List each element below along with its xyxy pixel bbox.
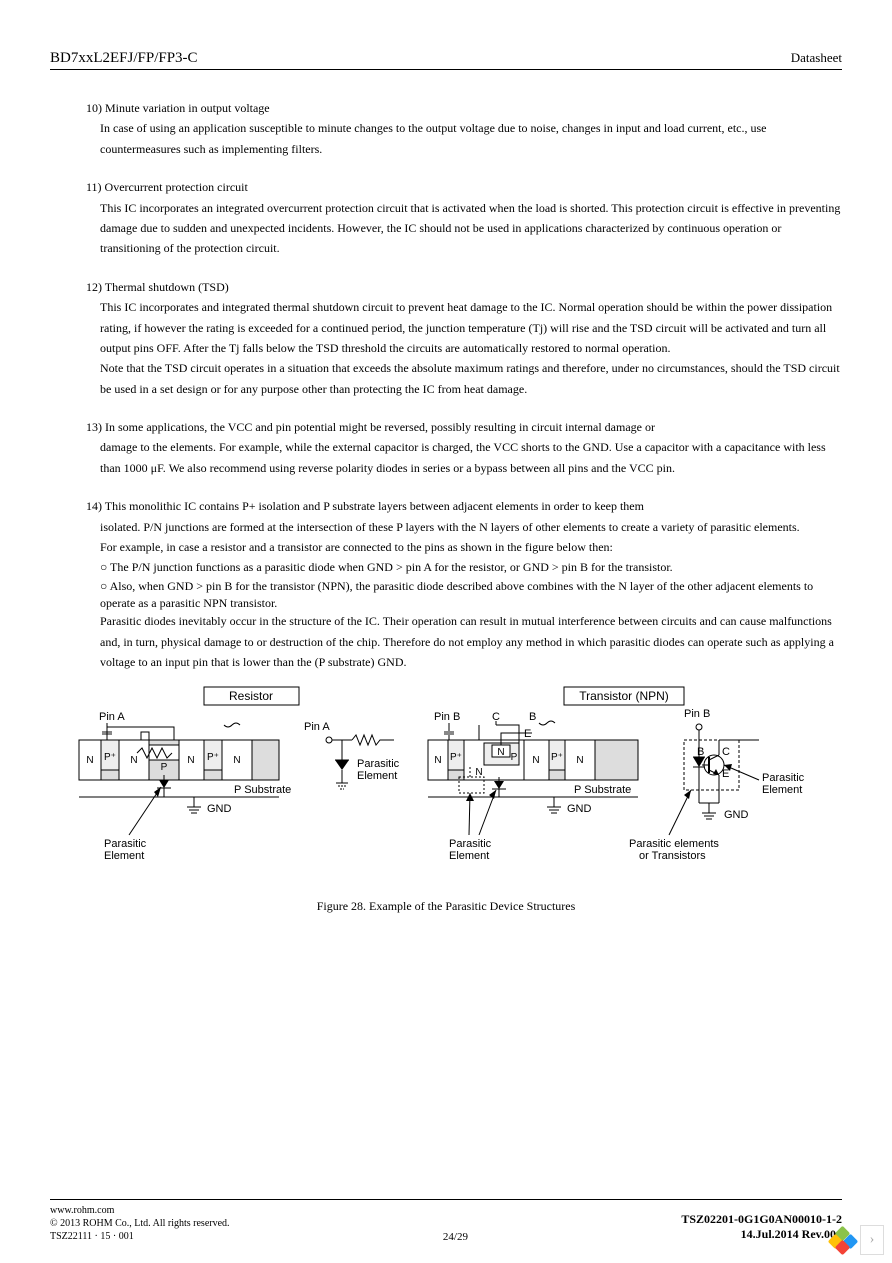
section-body: damage to the elements. For example, whi… xyxy=(100,437,842,478)
svg-text:Pin B: Pin B xyxy=(684,708,710,720)
section-body: In case of using an application suscepti… xyxy=(100,118,842,159)
svg-text:P⁺: P⁺ xyxy=(450,752,462,763)
svg-text:P⁺: P⁺ xyxy=(207,752,219,763)
transistor-diagram: Transistor (NPN) Pin B C B E N P⁺ N P N … xyxy=(424,685,824,885)
svg-text:N: N xyxy=(434,755,441,766)
page-header: BD7xxL2EFJ/FP/FP3-C Datasheet xyxy=(50,50,842,70)
svg-text:N: N xyxy=(532,755,539,766)
svg-text:N: N xyxy=(233,755,240,766)
footer-docnum: TSZ02201-0G1G0AN00010-1-2 xyxy=(681,1212,842,1228)
svg-text:Parasitic: Parasitic xyxy=(104,838,147,850)
svg-text:or Transistors: or Transistors xyxy=(639,850,706,862)
section-body-5: Parasitic diodes inevitably occur in the… xyxy=(100,611,842,672)
svg-text:Pin B: Pin B xyxy=(434,711,460,723)
svg-text:N: N xyxy=(576,755,583,766)
svg-text:P Substrate: P Substrate xyxy=(574,784,631,796)
svg-text:Parasitic: Parasitic xyxy=(449,838,492,850)
svg-text:E: E xyxy=(524,728,531,740)
section-14: 14) This monolithic IC contains P+ isola… xyxy=(86,496,842,672)
section-10: 10) Minute variation in output voltage I… xyxy=(86,98,842,159)
section-11: 11) Overcurrent protection circuit This … xyxy=(86,177,842,259)
resistor-label: Resistor xyxy=(228,689,272,703)
svg-text:B: B xyxy=(697,746,704,758)
nav-arrows: › xyxy=(830,1225,884,1255)
svg-text:Element: Element xyxy=(104,850,144,862)
svg-text:B: B xyxy=(529,711,536,723)
section-title: 12) Thermal shutdown (TSD) xyxy=(86,277,842,297)
section-title: 10) Minute variation in output voltage xyxy=(86,98,842,118)
section-body-2: Note that the TSD circuit operates in a … xyxy=(100,358,842,399)
viewer-logo-icon xyxy=(830,1227,856,1253)
page-footer: www.rohm.com © 2013 ROHM Co., Ltd. All r… xyxy=(50,1199,842,1243)
svg-text:N: N xyxy=(187,755,194,766)
doc-type: Datasheet xyxy=(791,50,842,66)
footer-right: TSZ02201-0G1G0AN00010-1-2 14.Jul.2014 Re… xyxy=(681,1212,842,1243)
svg-text:N: N xyxy=(130,755,137,766)
svg-text:Pin A: Pin A xyxy=(99,711,125,723)
resistor-diagram: Resistor Pin A N P⁺ N P N P⁺ N P Substra… xyxy=(69,685,404,885)
svg-text:N: N xyxy=(475,767,482,778)
svg-text:Parasitic: Parasitic xyxy=(762,772,805,784)
footer-date: 14.Jul.2014 Rev.006 xyxy=(681,1227,842,1243)
section-body: This IC incorporates an integrated overc… xyxy=(100,198,842,259)
svg-text:P⁺: P⁺ xyxy=(551,752,563,763)
section-body-3: ○ The P/N junction functions as a parasi… xyxy=(100,557,842,577)
svg-text:P: P xyxy=(160,762,167,773)
section-body: This IC incorporates and integrated ther… xyxy=(100,297,842,358)
section-body-1: isolated. P/N junctions are formed at th… xyxy=(100,517,842,537)
footer-page: 24/29 xyxy=(443,1231,468,1243)
svg-text:Element: Element xyxy=(762,784,802,796)
product-name: BD7xxL2EFJ/FP/FP3-C xyxy=(50,50,198,67)
figure-caption: Figure 28. Example of the Parasitic Devi… xyxy=(50,899,842,914)
section-title: 11) Overcurrent protection circuit xyxy=(86,177,842,197)
svg-text:Element: Element xyxy=(357,770,397,782)
svg-text:P Substrate: P Substrate xyxy=(234,784,291,796)
svg-text:Parasitic: Parasitic xyxy=(357,758,400,770)
section-12: 12) Thermal shutdown (TSD) This IC incor… xyxy=(86,277,842,399)
footer-left: www.rohm.com © 2013 ROHM Co., Ltd. All r… xyxy=(50,1204,230,1243)
svg-text:N: N xyxy=(86,755,93,766)
svg-text:P: P xyxy=(510,752,517,763)
svg-text:Parasitic elements: Parasitic elements xyxy=(629,838,719,850)
svg-text:N: N xyxy=(497,747,504,758)
svg-text:GND: GND xyxy=(207,803,232,815)
section-body-2: For example, in case a resistor and a tr… xyxy=(100,537,842,557)
footer-copyright: © 2013 ROHM Co., Ltd. All rights reserve… xyxy=(50,1217,230,1230)
svg-text:P⁺: P⁺ xyxy=(104,752,116,763)
svg-text:Element: Element xyxy=(449,850,489,862)
section-title: 14) This monolithic IC contains P+ isola… xyxy=(86,496,842,516)
svg-text:GND: GND xyxy=(724,809,749,821)
next-page-button[interactable]: › xyxy=(860,1225,884,1255)
svg-text:Pin A: Pin A xyxy=(304,721,330,733)
figure-area: Resistor Pin A N P⁺ N P N P⁺ N P Substra… xyxy=(50,685,842,885)
footer-url: www.rohm.com xyxy=(50,1204,230,1217)
section-title: 13) In some applications, the VCC and pi… xyxy=(86,417,842,437)
section-body-4: ○ Also, when GND > pin B for the transis… xyxy=(100,578,842,612)
svg-text:C: C xyxy=(722,746,730,758)
section-13: 13) In some applications, the VCC and pi… xyxy=(86,417,842,478)
svg-text:GND: GND xyxy=(567,803,592,815)
svg-text:Transistor (NPN): Transistor (NPN) xyxy=(579,689,669,703)
footer-code: TSZ22111 · 15 · 001 xyxy=(50,1230,230,1243)
